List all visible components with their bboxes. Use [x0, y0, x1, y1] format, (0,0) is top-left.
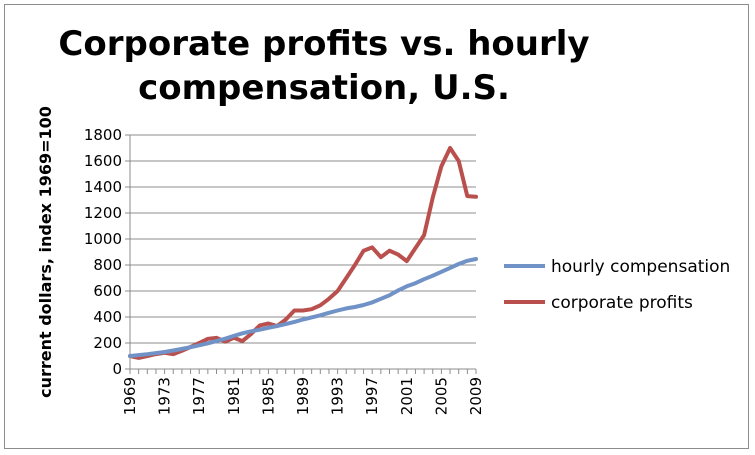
y-tick-label: 0 — [112, 360, 122, 378]
legend-label-hourly-compensation: hourly compensation — [551, 257, 730, 277]
x-tick-label: 1997 — [363, 377, 381, 415]
y-tick-label: 200 — [93, 334, 122, 352]
legend-label-corporate-profits: corporate profits — [551, 293, 693, 313]
x-tick-label: 1989 — [294, 377, 312, 415]
x-tick-label: 1985 — [259, 377, 277, 415]
chart-frame — [4, 4, 749, 449]
x-tick-label: 1977 — [190, 377, 208, 415]
x-tick-label: 2005 — [432, 377, 450, 415]
legend: hourly compensation corporate profits — [504, 257, 730, 313]
y-axis-ticks: 0 200 400 600 800 1000 1200 1400 1600 1800 — [84, 126, 130, 378]
gridlines — [130, 134, 476, 344]
chart-title-line-2: compensation, U.S. — [138, 68, 510, 108]
y-tick-label: 1200 — [84, 204, 122, 222]
axes — [129, 135, 476, 370]
x-axis-ticks: 1969 1973 1977 1981 1985 1989 1993 1997 2001 2005… — [121, 369, 485, 415]
x-tick-label: 1981 — [225, 377, 243, 415]
x-tick-label: 1969 — [121, 377, 139, 415]
chart-title: Corporate profits vs. hourly compensatio… — [0, 22, 648, 110]
y-tick-label: 1400 — [84, 178, 122, 196]
series-line-corporate-profits — [128, 146, 478, 360]
y-tick-label: 1000 — [84, 230, 122, 248]
series-line-hourly-compensation — [128, 257, 478, 358]
y-tick-label: 1600 — [84, 152, 122, 170]
chart-title-line-1: Corporate profits vs. hourly — [58, 24, 590, 64]
y-axis-label: current dollars, index 1969=100 — [36, 106, 55, 398]
y-tick-label: 400 — [93, 308, 122, 326]
series-lines — [128, 146, 478, 360]
x-tick-label: 2001 — [398, 377, 416, 415]
x-tick-label: 2009 — [467, 377, 485, 415]
y-tick-label: 800 — [93, 256, 122, 274]
y-tick-label: 600 — [93, 282, 122, 300]
x-tick-label: 1993 — [329, 377, 347, 415]
y-tick-label: 1800 — [84, 126, 122, 144]
x-tick-label: 1973 — [156, 377, 174, 415]
